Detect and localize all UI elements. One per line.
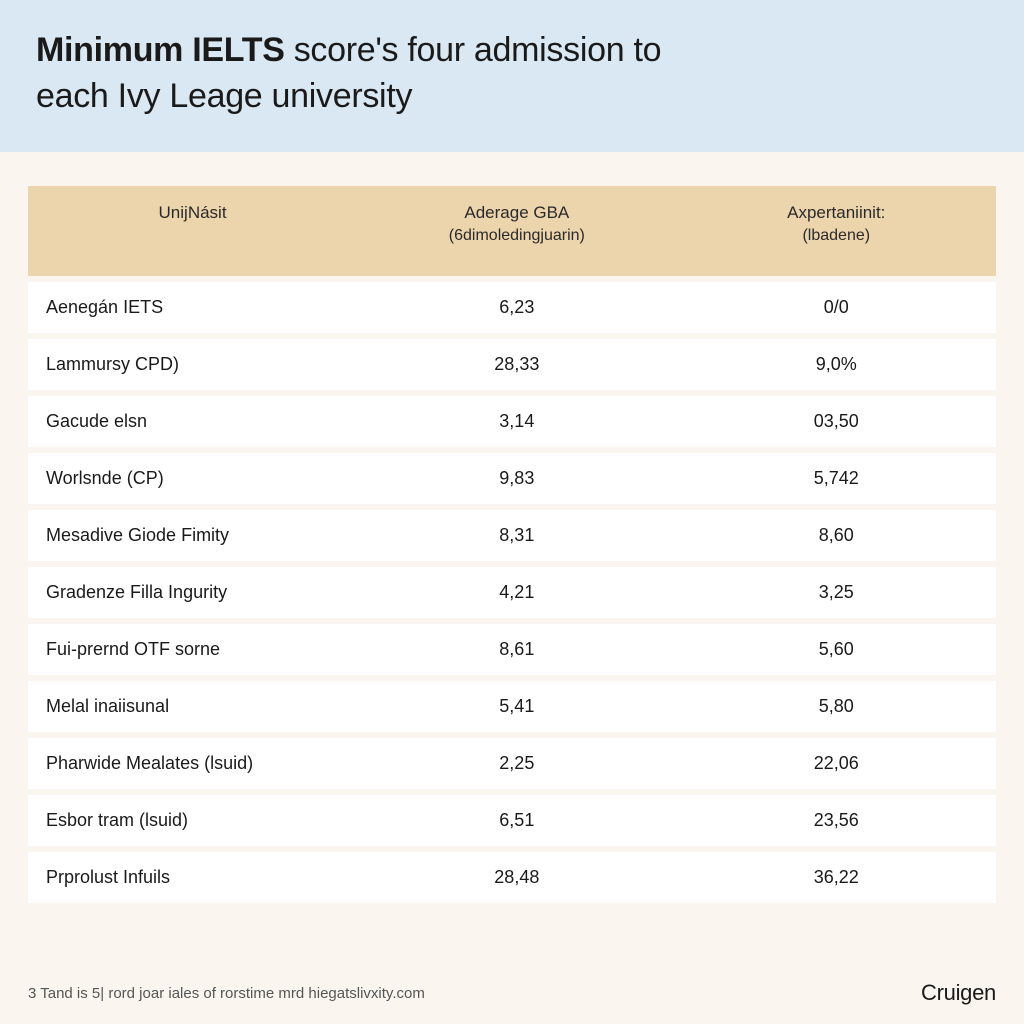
cell-col2: 8,31 bbox=[357, 510, 676, 561]
title-bold-part: Minimum IELTS bbox=[36, 31, 285, 69]
cell-name: Mesadive Giode Fimity bbox=[28, 510, 357, 561]
cell-col3: 9,0% bbox=[677, 339, 996, 390]
table-header-row: UnijNásit Aderage GBA (6dimoledingjuarin… bbox=[28, 186, 996, 277]
table-body: Aenegán IETS6,230/0 Lammursy CPD)28,339,0… bbox=[28, 282, 996, 903]
cell-col3: 5,80 bbox=[677, 681, 996, 732]
cell-col3: 36,22 bbox=[677, 852, 996, 903]
col-header-2-sub: (6dimoledingjuarin) bbox=[369, 225, 664, 247]
cell-name: Gacude elsn bbox=[28, 396, 357, 447]
title-line1-rest: score's four admission to bbox=[285, 31, 662, 69]
table-row: Lammursy CPD)28,339,0% bbox=[28, 339, 996, 390]
page-title: Minimum IELTS score's four admission to … bbox=[36, 28, 988, 120]
table-row: Prprolust Infuils28,4836,22 bbox=[28, 852, 996, 903]
cell-col3: 23,56 bbox=[677, 795, 996, 846]
cell-name: Melal inaiisunal bbox=[28, 681, 357, 732]
cell-col3: 22,06 bbox=[677, 738, 996, 789]
cell-col2: 5,41 bbox=[357, 681, 676, 732]
cell-col2: 2,25 bbox=[357, 738, 676, 789]
title-line2: each Ivy Leage university bbox=[36, 77, 412, 115]
cell-col3: 5,742 bbox=[677, 453, 996, 504]
data-table: UnijNásit Aderage GBA (6dimoledingjuarin… bbox=[28, 180, 996, 910]
cell-col3: 03,50 bbox=[677, 396, 996, 447]
cell-name: Esbor tram (lsuid) bbox=[28, 795, 357, 846]
col-header-2-main: Aderage GBA bbox=[464, 203, 569, 222]
cell-col2: 6,23 bbox=[357, 282, 676, 333]
cell-col3: 3,25 bbox=[677, 567, 996, 618]
table-row: Worlsnde (CP)9,835,742 bbox=[28, 453, 996, 504]
table-row: Fui-prernd OTF sorne8,615,60 bbox=[28, 624, 996, 675]
footnote-text: 3 Tand is 5| rord joar iales of rorstime… bbox=[28, 985, 425, 1002]
footer: 3 Tand is 5| rord joar iales of rorstime… bbox=[0, 980, 1024, 1006]
cell-name: Prprolust Infuils bbox=[28, 852, 357, 903]
cell-name: Pharwide Mealates (lsuid) bbox=[28, 738, 357, 789]
header-banner: Minimum IELTS score's four admission to … bbox=[0, 0, 1024, 152]
col-header-2: Aderage GBA (6dimoledingjuarin) bbox=[357, 186, 676, 277]
cell-col2: 9,83 bbox=[357, 453, 676, 504]
brand-label: Cruigen bbox=[921, 980, 996, 1006]
cell-col2: 8,61 bbox=[357, 624, 676, 675]
table-row: Esbor tram (lsuid)6,5123,56 bbox=[28, 795, 996, 846]
cell-col2: 3,14 bbox=[357, 396, 676, 447]
col-header-3: Axpertaniinit: (lbadene) bbox=[677, 186, 996, 277]
col-header-3-main: Axpertaniinit: bbox=[787, 203, 885, 222]
cell-col2: 28,33 bbox=[357, 339, 676, 390]
table-container: UnijNásit Aderage GBA (6dimoledingjuarin… bbox=[0, 152, 1024, 910]
cell-col3: 5,60 bbox=[677, 624, 996, 675]
cell-col2: 28,48 bbox=[357, 852, 676, 903]
table-row: Melal inaiisunal5,415,80 bbox=[28, 681, 996, 732]
table-row: Pharwide Mealates (lsuid)2,2522,06 bbox=[28, 738, 996, 789]
col-header-1: UnijNásit bbox=[28, 186, 357, 277]
table-row: Gradenze Filla Ingurity4,213,25 bbox=[28, 567, 996, 618]
cell-name: Lammursy CPD) bbox=[28, 339, 357, 390]
table-row: Gacude elsn3,1403,50 bbox=[28, 396, 996, 447]
cell-name: Fui-prernd OTF sorne bbox=[28, 624, 357, 675]
table-row: Aenegán IETS6,230/0 bbox=[28, 282, 996, 333]
cell-name: Aenegán IETS bbox=[28, 282, 357, 333]
cell-col3: 8,60 bbox=[677, 510, 996, 561]
cell-name: Worlsnde (CP) bbox=[28, 453, 357, 504]
table-row: Mesadive Giode Fimity8,318,60 bbox=[28, 510, 996, 561]
cell-col3: 0/0 bbox=[677, 282, 996, 333]
cell-name: Gradenze Filla Ingurity bbox=[28, 567, 357, 618]
col-header-3-sub: (lbadene) bbox=[689, 225, 984, 247]
col-header-1-main: UnijNásit bbox=[159, 203, 227, 222]
cell-col2: 4,21 bbox=[357, 567, 676, 618]
cell-col2: 6,51 bbox=[357, 795, 676, 846]
